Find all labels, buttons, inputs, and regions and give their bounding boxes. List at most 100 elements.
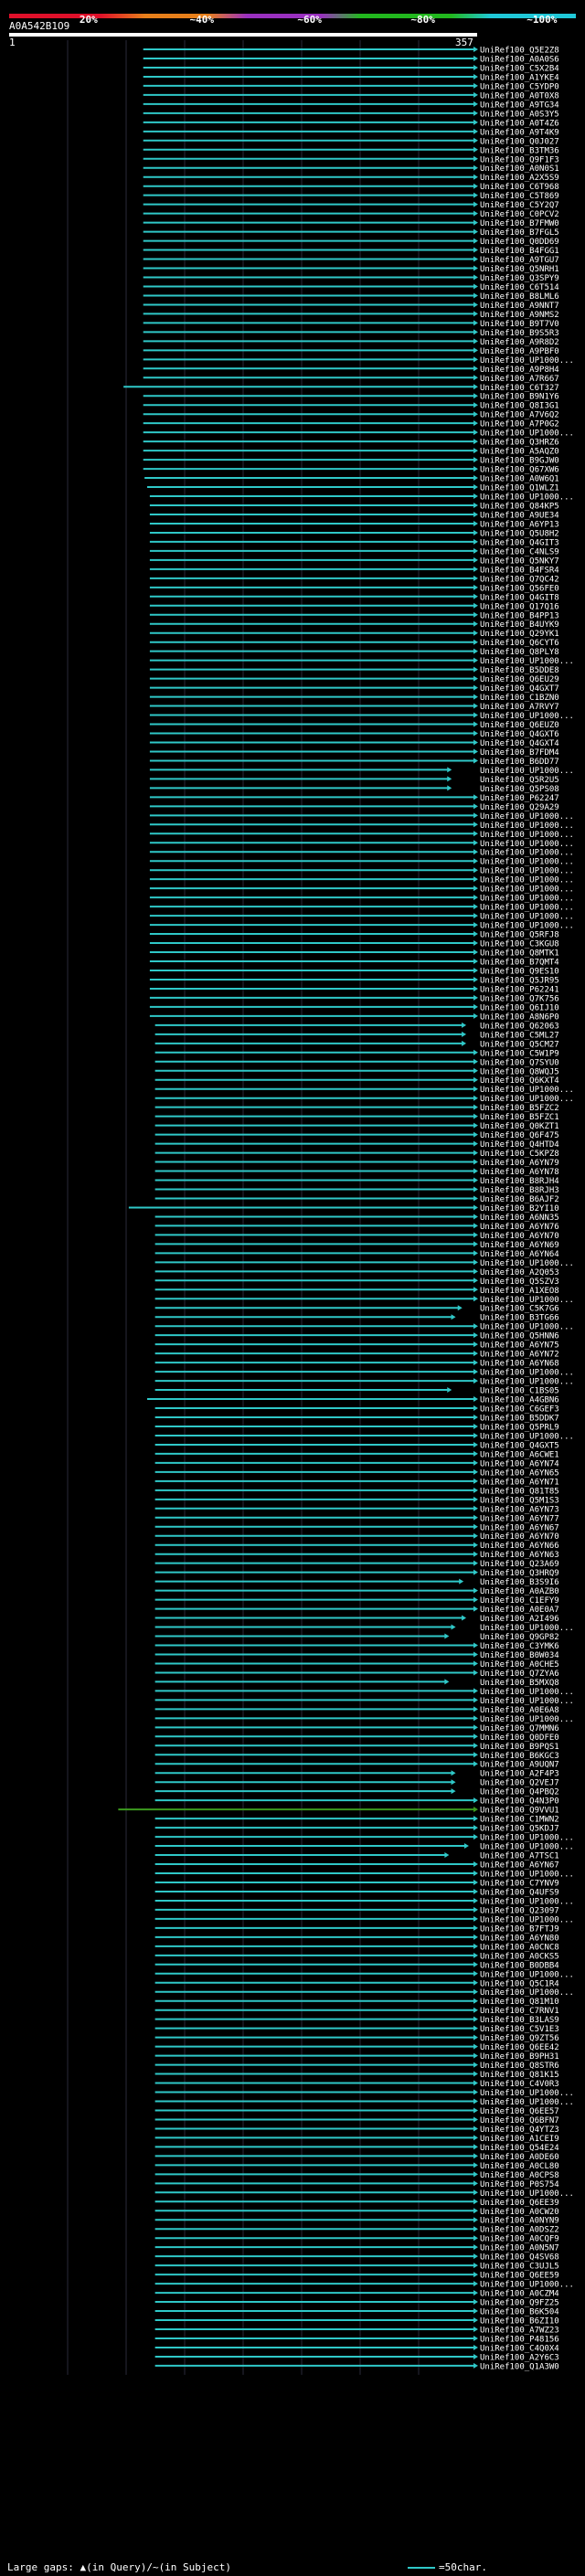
hit-label: UniRef100_C7YNV9: [480, 1879, 559, 1888]
hit-arrow: [473, 1761, 478, 1767]
hit-label: UniRef100_Q23097: [480, 1906, 559, 1915]
hit-arrow: [473, 538, 478, 545]
hit-label: UniRef100_Q5PRL9: [480, 1423, 559, 1432]
hit-label: UniRef100_A0CL80: [480, 2162, 559, 2171]
hit-label: UniRef100_B8RJH4: [480, 1177, 559, 1186]
hit-label: UniRef100_Q23A69: [480, 1560, 559, 1569]
hit-arrow: [447, 776, 452, 782]
hit-label: UniRef100_A1XEO8: [480, 1287, 559, 1296]
hit-label: UniRef100_Q4GXT5: [480, 1441, 559, 1450]
hit-arrow: [473, 2353, 478, 2359]
hit-label: UniRef100_UP1000...: [480, 1323, 574, 1332]
colorbar-label-80: ~80%: [410, 14, 435, 26]
hit-label: UniRef100_Q5HNN6: [480, 1332, 559, 1341]
hit-label: UniRef100_Q5NRH1: [480, 265, 559, 274]
hit-label: UniRef100_Q6BFN7: [480, 2116, 559, 2125]
hit-arrow: [473, 2125, 478, 2132]
hit-arrow: [473, 155, 478, 162]
hit-arrow: [473, 1468, 478, 1475]
hit-label: UniRef100_Q29YK1: [480, 630, 559, 639]
hit-label: UniRef100_UP1000...: [480, 885, 574, 895]
hit-label: UniRef100_A0A0S6: [480, 55, 559, 64]
hit-label: UniRef100_B6AJF2: [480, 1195, 559, 1204]
hit-arrow: [473, 55, 478, 61]
hit-label: UniRef100_A7P0G2: [480, 420, 559, 429]
hit-label: UniRef100_A0N5N7: [480, 2244, 559, 2253]
hit-arrow: [451, 1779, 456, 1786]
hit-arrow: [473, 2016, 478, 2022]
hit-arrow: [473, 949, 478, 956]
hit-label: UniRef100_UP1000...: [480, 1834, 574, 1843]
hit-arrow: [473, 47, 478, 52]
hit-arrow: [473, 101, 478, 107]
hit-label: UniRef100_C5X2B4: [480, 64, 559, 73]
hit-arrow: [473, 347, 478, 354]
hit-arrow: [462, 1615, 467, 1621]
hit-label: UniRef100_Q54E24: [480, 2144, 559, 2153]
hit-label: UniRef100_Q7MMN6: [480, 1724, 559, 1733]
hit-label: UniRef100_Q4UFS9: [480, 1888, 559, 1897]
hit-label: UniRef100_C4V0R3: [480, 2080, 559, 2089]
hit-arrow: [473, 666, 478, 673]
hit-arrow: [473, 2135, 478, 2141]
hit-label: UniRef100_UP1000...: [480, 1871, 574, 1880]
hit-arrow: [473, 1743, 478, 1749]
hit-arrow: [473, 1405, 478, 1412]
hit-label: UniRef100_UP1000...: [480, 858, 574, 867]
hit-arrow: [473, 976, 478, 982]
hit-arrow: [473, 1360, 478, 1366]
hit-arrow: [473, 265, 478, 271]
hit-label: UniRef100_C5YDP0: [480, 82, 559, 91]
hit-arrow: [473, 146, 478, 153]
colorbar-label-20: 20%: [79, 14, 98, 26]
hit-label: UniRef100_UP1000...: [480, 493, 574, 503]
hit-label: UniRef100_C5T869: [480, 192, 559, 201]
hit-label: UniRef100_B5MXQ8: [480, 1679, 559, 1688]
hit-label: UniRef100_B5FZC2: [480, 1104, 559, 1113]
hit-arrow: [473, 1113, 478, 1119]
hit-arrow: [473, 2116, 478, 2123]
hit-label: UniRef100_A6YN72: [480, 1351, 559, 1360]
hit-label: UniRef100_C7RNV1: [480, 2007, 559, 2016]
hit-label: UniRef100_UP1000...: [480, 1259, 574, 1268]
hit-label: UniRef100_Q4GXT4: [480, 739, 559, 748]
hit-label: UniRef100_Q5JR95: [480, 976, 559, 985]
hit-label: UniRef100_A6YN66: [480, 1542, 559, 1551]
hit-label: UniRef100_Q1A3W0: [480, 2362, 559, 2371]
hit-label: UniRef100_UP1000...: [480, 822, 574, 831]
hit-label: UniRef100_B6ZI10: [480, 2317, 559, 2327]
hit-arrow: [473, 1660, 478, 1667]
hit-arrow: [473, 2308, 478, 2315]
hit-arrow: [451, 1788, 456, 1795]
hit-label: UniRef100_Q5M1S3: [480, 1496, 559, 1505]
hit-label: UniRef100_A0CPS8: [480, 2171, 559, 2180]
hit-arrow: [473, 2052, 478, 2059]
hit-arrow: [473, 1596, 478, 1603]
hit-label: UniRef100_A2I496: [480, 1615, 559, 1624]
hit-arrow: [473, 1076, 478, 1083]
hit-label: UniRef100_C3YMK6: [480, 1642, 559, 1651]
hit-arrow: [473, 1214, 478, 1220]
hit-arrow: [473, 2317, 478, 2324]
hit-label: UniRef100_A6YN70: [480, 1532, 559, 1542]
hit-label: UniRef100_Q8STR6: [480, 2062, 559, 2071]
hit-label: UniRef100_Q0J027: [480, 137, 559, 146]
hit-arrow: [473, 1998, 478, 2004]
hit-arrow: [473, 694, 478, 700]
hit-arrow: [473, 402, 478, 408]
hit-label: UniRef100_Q4GIT8: [480, 593, 559, 602]
colorbar-label-100: ~100%: [526, 14, 558, 26]
hit-arrow: [473, 2335, 478, 2341]
hit-label: UniRef100_Q0DD69: [480, 238, 559, 247]
hit-label: UniRef100_Q67XW6: [480, 466, 559, 475]
hit-arrow: [473, 1378, 478, 1384]
hit-label: UniRef100_A0NYN9: [480, 2217, 559, 2226]
hit-arrow: [473, 356, 478, 363]
hit-label: UniRef100_Q9FZ25: [480, 2299, 559, 2308]
hit-label: UniRef100_UP1000...: [480, 712, 574, 721]
hit-arrow: [444, 1633, 450, 1639]
hit-arrow: [473, 1496, 478, 1502]
hit-label: UniRef100_C6T968: [480, 183, 559, 192]
hit-label: UniRef100_C5K7G6: [480, 1305, 559, 1314]
hit-label: UniRef100_A0E0A7: [480, 1606, 559, 1615]
